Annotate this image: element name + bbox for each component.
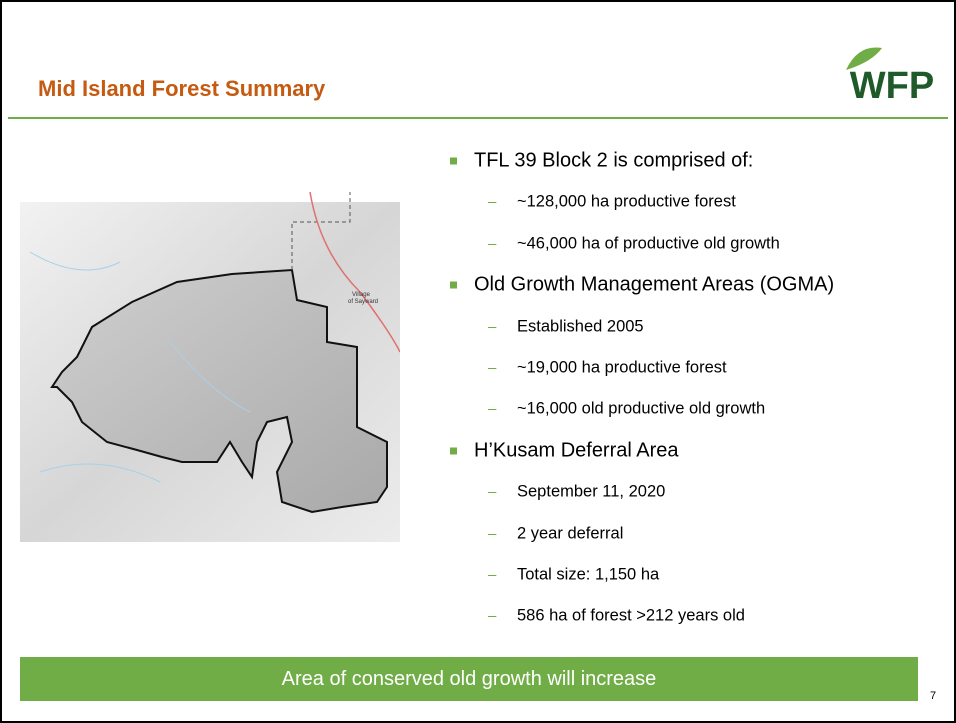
sub-bullet-marker: – — [488, 194, 496, 211]
sub-bullet-marker: – — [488, 484, 496, 501]
sub-bullet-text: ~16,000 old productive old growth — [517, 400, 765, 419]
page-number: 7 — [930, 690, 936, 702]
sub-bullet-marker: – — [488, 360, 496, 377]
sub-bullet-marker: – — [488, 235, 496, 252]
map-label: Village — [352, 292, 371, 298]
map: Village of Sayward — [20, 192, 400, 542]
sub-bullet-text: ~19,000 ha productive forest — [517, 359, 727, 378]
sub-bullet-text: September 11, 2020 — [517, 483, 665, 502]
sub-bullet-text: 2 year deferral — [517, 524, 623, 543]
sub-bullet-text: 586 ha of forest >212 years old — [517, 607, 745, 626]
slide-title: Mid Island Forest Summary — [38, 76, 325, 102]
map-label: of Sayward — [348, 299, 378, 305]
sub-bullet-text: Total size: 1,150 ha — [517, 566, 659, 585]
sub-bullet-text: ~128,000 ha productive forest — [517, 193, 736, 212]
sub-bullet-marker: – — [488, 525, 496, 542]
sub-bullet-text: ~46,000 ha of productive old growth — [517, 234, 780, 253]
sub-bullet-text: Established 2005 — [517, 317, 644, 336]
bullet-text: H’Kusam Deferral Area — [474, 439, 679, 462]
bullet-marker — [450, 158, 457, 165]
banner: Area of conserved old growth will increa… — [20, 657, 918, 701]
bullet-text: TFL 39 Block 2 is comprised of: — [474, 150, 753, 173]
bullet-marker — [450, 447, 457, 454]
bullet-text: Old Growth Management Areas (OGMA) — [474, 274, 834, 297]
slide: Mid Island Forest Summary WFP Village of… — [0, 0, 956, 723]
header-rule — [8, 117, 948, 119]
sub-bullet-marker: – — [488, 401, 496, 418]
sub-bullet-marker: – — [488, 608, 496, 625]
sub-bullet-marker: – — [488, 318, 496, 335]
logo: WFP — [838, 40, 948, 104]
sub-bullet-marker: – — [488, 567, 496, 584]
logo-text: WFP — [850, 65, 934, 104]
bullet-marker — [450, 282, 457, 289]
